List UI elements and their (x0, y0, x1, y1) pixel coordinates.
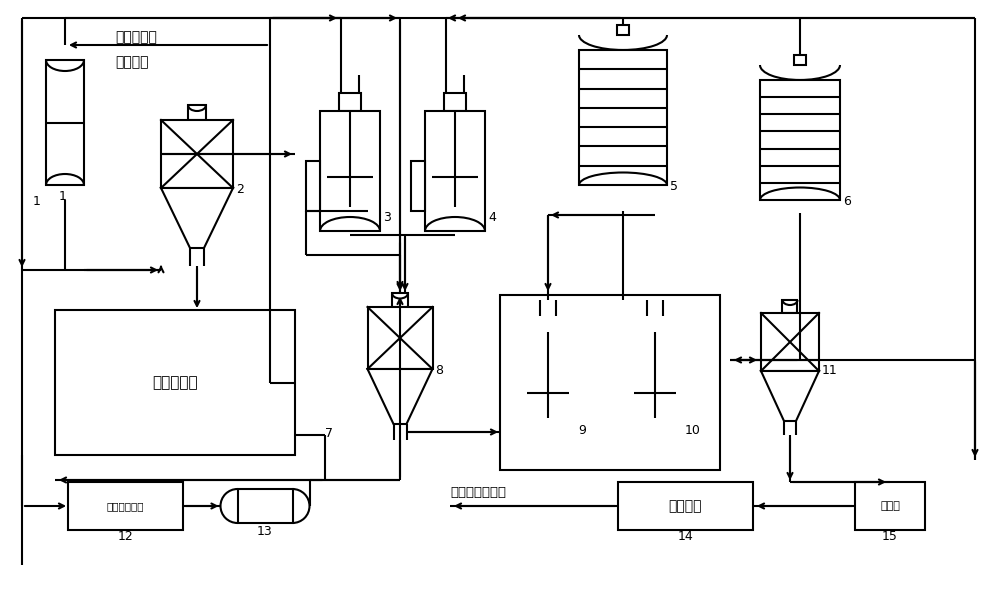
Bar (616, 376, 628, 418)
Bar (520, 332, 576, 442)
Bar (760, 80, 840, 200)
Bar (761, 313, 819, 371)
Bar (617, 25, 629, 35)
Bar (46, 60, 84, 185)
Bar (500, 295, 720, 470)
Bar (782, 300, 797, 313)
Text: 冷凝器: 冷凝器 (880, 501, 900, 511)
Bar (320, 111, 380, 231)
Bar (509, 376, 520, 418)
Text: 纳米铜粉体产品: 纳米铜粉体产品 (450, 486, 506, 499)
Bar (392, 293, 408, 307)
Text: 合成产物: 合成产物 (115, 55, 149, 69)
Bar (538, 316, 558, 332)
Text: 10: 10 (685, 424, 701, 437)
Text: 4: 4 (488, 211, 496, 224)
Text: 9: 9 (578, 424, 586, 437)
Text: 超临界水热: 超临界水热 (115, 30, 157, 44)
Bar (161, 120, 233, 188)
Text: 干燥装置: 干燥装置 (669, 499, 702, 513)
Text: 15: 15 (882, 530, 898, 543)
Bar (794, 55, 806, 65)
Bar (339, 93, 361, 111)
Bar (628, 332, 682, 442)
Text: 14: 14 (678, 530, 693, 543)
Text: 6: 6 (843, 195, 851, 208)
Text: 7: 7 (325, 427, 333, 440)
Polygon shape (761, 371, 819, 421)
Text: 2: 2 (236, 183, 244, 196)
Text: 11: 11 (822, 364, 838, 377)
Bar (238, 489, 293, 523)
Bar (368, 307, 433, 369)
Bar (55, 310, 295, 455)
Text: 12: 12 (118, 530, 133, 543)
Text: 1: 1 (59, 190, 67, 203)
Bar (618, 482, 753, 530)
Bar (188, 105, 206, 120)
Bar (306, 161, 320, 211)
Bar (425, 111, 485, 231)
Bar (68, 482, 183, 530)
Text: 真空手套笱: 真空手套笱 (152, 375, 198, 390)
Polygon shape (161, 188, 233, 248)
Text: 1: 1 (33, 195, 41, 208)
Bar (411, 161, 425, 211)
Text: 5: 5 (670, 180, 678, 193)
Text: 变压吸附装置: 变压吸附装置 (107, 501, 144, 511)
Bar (444, 93, 466, 111)
Bar (855, 482, 925, 530)
Text: 13: 13 (257, 525, 273, 538)
Bar (645, 316, 665, 332)
Text: 3: 3 (383, 211, 391, 224)
Text: 8: 8 (436, 364, 444, 377)
Polygon shape (368, 369, 432, 424)
Bar (579, 50, 667, 185)
